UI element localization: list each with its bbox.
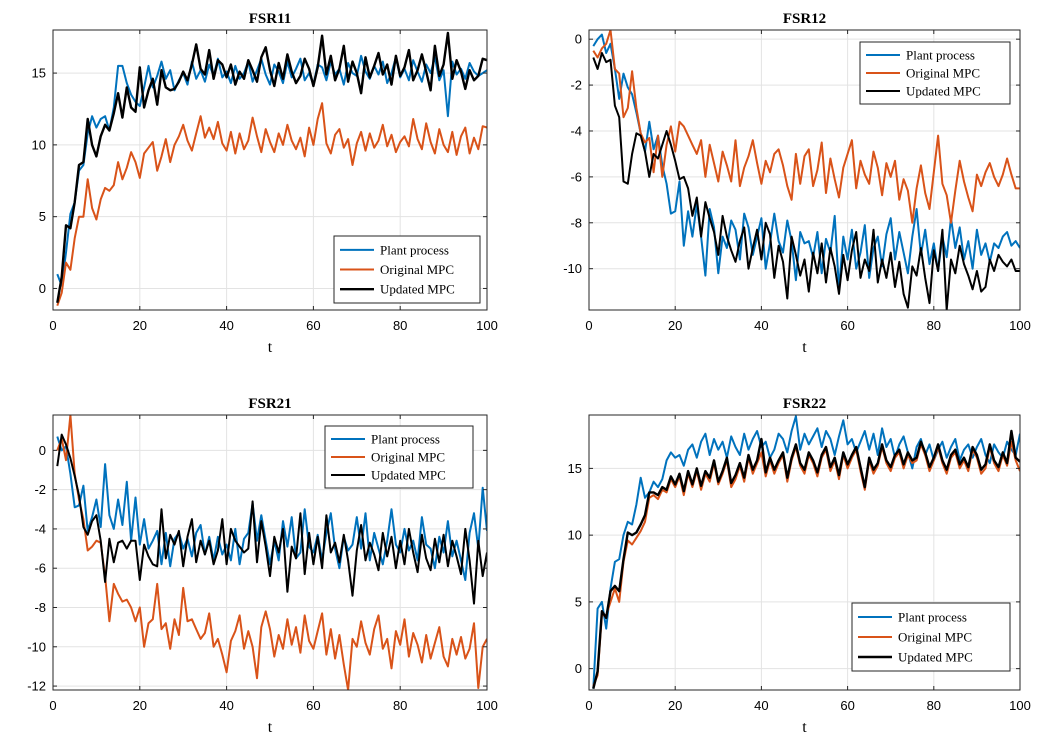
x-tick-label: 0 (585, 698, 592, 713)
chart-title: FSR21 (248, 396, 291, 412)
legend-label: Original MPC (906, 66, 980, 81)
x-tick-label: 0 (585, 318, 592, 333)
x-tick-label: 0 (49, 698, 56, 713)
y-tick-label: 10 (568, 528, 582, 543)
series-line-updated-mpc (592, 52, 1020, 310)
y-tick-label: -4 (570, 123, 582, 138)
x-tick-label: 100 (476, 318, 498, 333)
y-tick-label: -2 (570, 78, 582, 93)
axes-box (52, 29, 488, 311)
legend-label: Updated MPC (380, 282, 455, 297)
y-tick-label: -2 (34, 482, 46, 497)
legend: Plant process Original MPC Updated MPC (851, 602, 1011, 672)
chart-title: FSR11 (249, 11, 292, 27)
chart-title: FSR12 (783, 11, 826, 27)
x-tick-label: 80 (393, 318, 407, 333)
series-group (56, 415, 487, 690)
y-tick-label: -8 (34, 600, 46, 615)
y-tick-label: 10 (32, 137, 46, 152)
y-tick-label: 15 (32, 66, 46, 81)
series-line-updated-mpc (56, 31, 487, 304)
plot-3: 0 20 40 60 80 100 0 5 10 15 FSR22 t Plant process Ori… (568, 396, 1031, 736)
series-group (56, 31, 487, 307)
x-tick-label: 80 (927, 698, 941, 713)
series-line-original-mpc (56, 415, 487, 690)
x-axis-label: t (268, 339, 273, 356)
y-tick-label: 0 (39, 281, 46, 296)
legend-label: Plant process (906, 48, 975, 63)
y-tick-label: -8 (570, 215, 582, 230)
x-tick-label: 60 (306, 698, 320, 713)
x-tick-label: 40 (219, 318, 233, 333)
legend-label: Original MPC (898, 630, 972, 645)
legend-label: Plant process (898, 610, 967, 625)
y-tick-label: 0 (575, 661, 582, 676)
plot-1: 0 20 40 60 80 100 0 -2 -4 -6 -8 -10 FSR12 t Plant proc… (563, 11, 1031, 356)
x-tick-label: 40 (219, 698, 233, 713)
legend-label: Updated MPC (898, 650, 973, 665)
x-tick-label: 100 (1009, 318, 1031, 333)
x-tick-label: 20 (668, 318, 682, 333)
series-line-original-mpc (592, 30, 1020, 224)
y-tick-label: 0 (575, 32, 582, 47)
series-line-plant-process (592, 33, 1020, 291)
y-tick-label: 0 (39, 443, 46, 458)
x-tick-label: 60 (306, 318, 320, 333)
chart-title: FSR22 (783, 396, 826, 412)
x-axis-label: t (268, 719, 273, 736)
axes-box (588, 29, 1021, 311)
legend-label: Updated MPC (371, 468, 446, 483)
x-tick-label: 0 (49, 318, 56, 333)
x-tick-label: 20 (668, 698, 682, 713)
axes-box (588, 414, 1021, 691)
legend-label: Plant process (380, 242, 449, 257)
x-tick-label: 100 (1009, 698, 1031, 713)
y-tick-label: -6 (34, 561, 46, 576)
legend-label: Original MPC (380, 262, 454, 277)
legend: Plant process Original MPC Updated MPC (324, 425, 474, 489)
y-tick-label: -10 (563, 261, 582, 276)
x-tick-label: 40 (754, 318, 768, 333)
x-axis-label: t (802, 339, 807, 356)
legend: Plant process Original MPC Updated MPC (859, 41, 1011, 105)
legend-label: Plant process (371, 432, 440, 447)
series-line-updated-mpc (56, 433, 487, 605)
x-tick-label: 40 (754, 698, 768, 713)
y-tick-label: -6 (570, 169, 582, 184)
x-tick-label: 100 (476, 698, 498, 713)
y-tick-label: 5 (39, 209, 46, 224)
x-axis-label: t (802, 719, 807, 736)
x-tick-label: 80 (393, 698, 407, 713)
axes-box (52, 414, 488, 691)
y-tick-label: -10 (27, 639, 46, 654)
x-tick-label: 20 (133, 698, 147, 713)
legend-label: Original MPC (371, 450, 445, 465)
x-tick-label: 60 (840, 698, 854, 713)
x-tick-label: 60 (840, 318, 854, 333)
y-tick-label: 15 (568, 461, 582, 476)
x-tick-label: 80 (927, 318, 941, 333)
legend-box (859, 41, 1011, 105)
series-line-updated-mpc (592, 429, 1020, 689)
x-tick-label: 20 (133, 318, 147, 333)
series-group (592, 30, 1020, 310)
y-tick-label: -12 (27, 679, 46, 694)
series-line-plant-process (592, 415, 1020, 689)
y-tick-label: -4 (34, 521, 46, 536)
legend-label: Updated MPC (906, 84, 981, 99)
series-line-original-mpc (56, 102, 487, 307)
plot-0: 0 20 40 60 80 100 0 5 10 15 FSR11 t Plant process Ori… (32, 11, 498, 356)
series-group (592, 415, 1020, 689)
plot-2: 0 20 40 60 80 100 0 -2 -4 -6 -8 -10 -12 FSR21 t Plant p… (27, 396, 498, 736)
legend: Plant process Original MPC Updated MPC (333, 235, 481, 304)
y-tick-label: 5 (575, 594, 582, 609)
